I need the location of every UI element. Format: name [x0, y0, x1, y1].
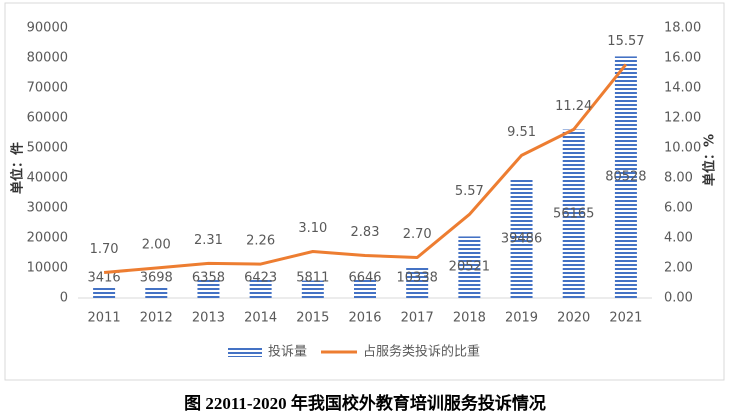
bar-value-label: 6358 — [192, 271, 225, 286]
bar-value-label: 56165 — [553, 206, 594, 221]
bar-value-label: 5811 — [296, 271, 329, 286]
x-tick-label: 2011 — [88, 311, 121, 326]
line-value-label: 9.51 — [507, 125, 536, 140]
x-tick-label: 2016 — [348, 311, 381, 326]
x-tick-label: 2015 — [296, 311, 329, 326]
y-tick-label: 60000 — [27, 111, 68, 126]
y2-tick-label: 4.00 — [664, 231, 693, 246]
y2-tick-label: 8.00 — [664, 171, 693, 186]
bar-value-label: 3416 — [88, 271, 121, 286]
line-value-label: 3.10 — [298, 221, 327, 236]
y2-axis-label: 单位：% — [702, 134, 718, 186]
bar-value-label: 20521 — [449, 260, 490, 275]
bar-value-label: 3698 — [140, 271, 173, 286]
legend-swatch — [228, 347, 262, 357]
bar — [562, 129, 585, 298]
y2-tick-label: 14.00 — [664, 81, 701, 96]
y-tick-label: 80000 — [27, 51, 68, 66]
line-value-label: 2.31 — [194, 233, 223, 248]
line-value-label: 11.24 — [555, 99, 592, 114]
line-series — [103, 63, 628, 274]
y2-tick-label: 6.00 — [664, 201, 693, 216]
x-tick-label: 2018 — [453, 311, 486, 326]
y-tick-label: 10000 — [27, 261, 68, 276]
bar-value-label: 80528 — [605, 170, 646, 185]
bar-value-label: 6423 — [244, 271, 277, 286]
y2-tick-label: 18.00 — [664, 21, 701, 36]
bar — [301, 280, 324, 298]
y2-tick-label: 12.00 — [664, 111, 701, 126]
legend-label: 占服务类投诉的比重 — [363, 344, 480, 360]
line-value-label: 2.83 — [351, 225, 380, 240]
line-value-label: 2.70 — [403, 227, 432, 242]
line-value-label: 2.00 — [142, 238, 171, 253]
bar — [510, 179, 533, 298]
x-tick-label: 2020 — [557, 311, 590, 326]
x-tick-label: 2012 — [140, 311, 173, 326]
y-tick-label: 70000 — [27, 81, 68, 96]
y2-tick-label: 2.00 — [664, 261, 693, 276]
y-axis-label: 单位：件 — [10, 142, 26, 194]
chart-title: 图 22011-2020 年我国校外教育培训服务投诉情况 — [184, 393, 546, 413]
bar — [458, 236, 481, 298]
bar-value-label: 10338 — [397, 271, 438, 286]
bar — [614, 56, 637, 298]
line-value-label: 15.57 — [607, 34, 644, 49]
bar — [197, 278, 220, 298]
x-tick-label: 2017 — [401, 311, 434, 326]
bar — [354, 278, 376, 298]
x-tick-label: 2014 — [244, 311, 277, 326]
y-tick-label: 50000 — [27, 141, 68, 156]
bar-value-label: 6646 — [348, 271, 381, 286]
y-tick-label: 20000 — [27, 231, 68, 246]
y2-tick-label: 16.00 — [664, 51, 701, 66]
line-value-label: 1.70 — [90, 242, 119, 257]
x-tick-label: 2019 — [505, 311, 538, 326]
bar — [93, 287, 116, 298]
y2-tick-label: 10.00 — [664, 141, 701, 156]
bar — [145, 286, 168, 298]
line-value-label: 2.26 — [246, 234, 275, 249]
bar — [406, 266, 429, 298]
line-value-label: 5.57 — [455, 184, 484, 199]
x-tick-label: 2021 — [609, 311, 642, 326]
bar-value-label: 39486 — [501, 231, 542, 246]
y-tick-label: 30000 — [27, 201, 68, 216]
y-tick-label: 0 — [60, 291, 68, 306]
legend-label: 投诉量 — [268, 344, 307, 360]
y-tick-label: 90000 — [27, 21, 68, 36]
y2-tick-label: 0.00 — [664, 291, 693, 306]
chart-frame — [4, 2, 725, 381]
x-tick-label: 2013 — [192, 311, 225, 326]
bar — [249, 278, 272, 298]
y-tick-label: 40000 — [27, 171, 68, 186]
